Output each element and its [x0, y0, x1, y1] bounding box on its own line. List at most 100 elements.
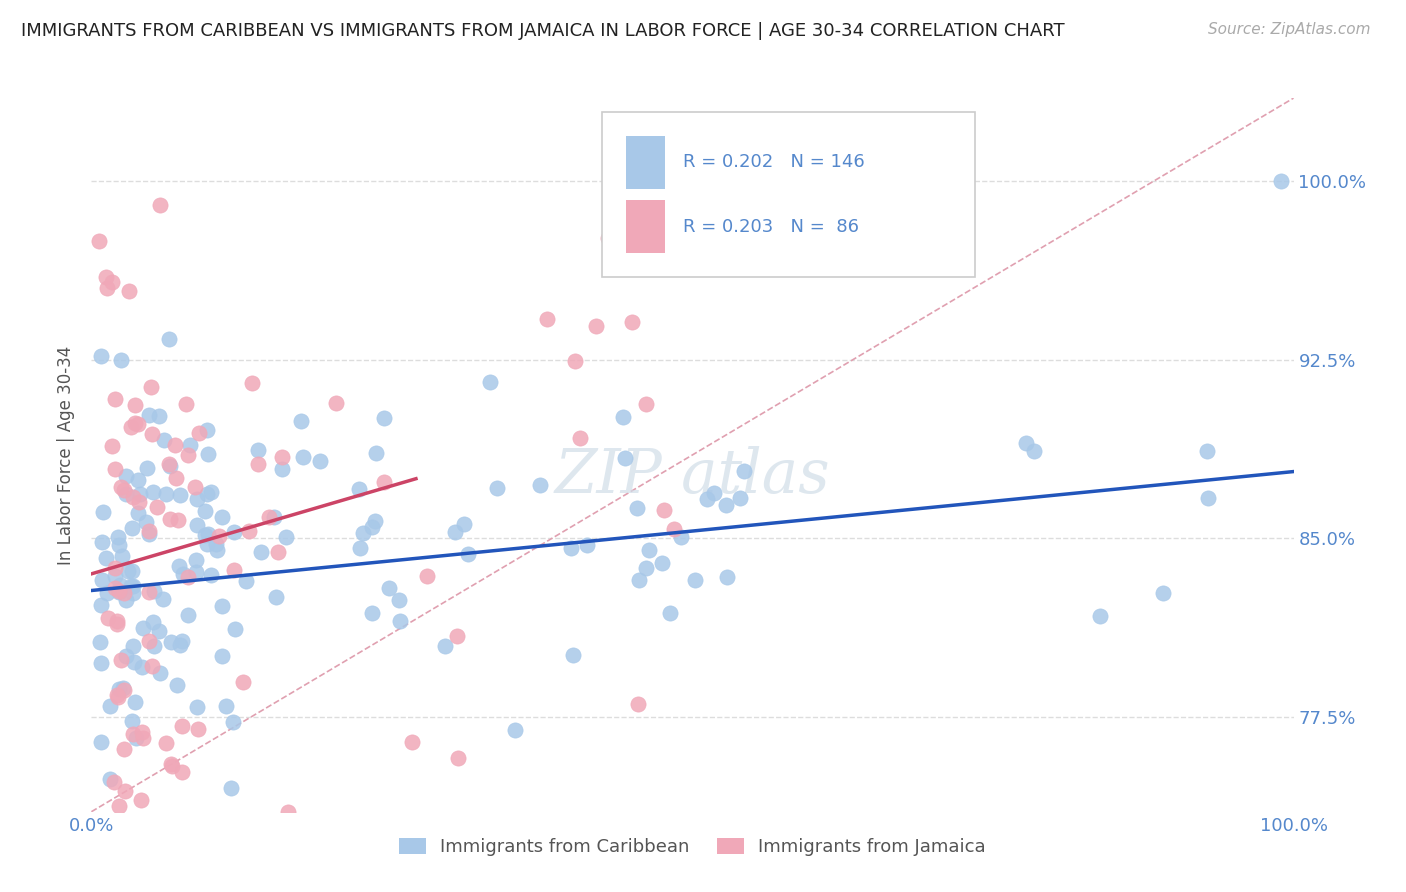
Point — [107, 584, 129, 599]
Point — [184, 480, 207, 494]
Point — [159, 459, 181, 474]
Point — [446, 751, 468, 765]
Point — [169, 639, 191, 653]
Point — [636, 396, 658, 410]
Point — [242, 376, 264, 391]
Point — [194, 504, 217, 518]
Point — [131, 724, 153, 739]
Point — [361, 606, 384, 620]
Point — [222, 563, 245, 577]
Point — [120, 420, 142, 434]
Point — [1197, 491, 1219, 505]
Point — [1270, 174, 1292, 188]
Point — [664, 522, 686, 536]
Point — [165, 471, 187, 485]
Point — [361, 520, 384, 534]
Point — [90, 350, 112, 364]
Point — [276, 805, 298, 819]
Point — [96, 586, 118, 600]
Point — [194, 528, 217, 542]
Point — [91, 535, 114, 549]
Point — [172, 633, 194, 648]
Point — [638, 542, 661, 557]
Point — [138, 408, 160, 422]
Point — [325, 396, 347, 410]
Point — [97, 611, 120, 625]
Point — [148, 624, 170, 638]
Point — [146, 500, 169, 515]
Point — [112, 741, 135, 756]
Point — [224, 622, 246, 636]
Point — [138, 633, 160, 648]
Point — [177, 448, 200, 462]
Point — [105, 617, 128, 632]
Point — [128, 495, 150, 509]
Point — [114, 593, 136, 607]
Point — [112, 585, 135, 599]
FancyBboxPatch shape — [602, 112, 974, 277]
Point — [142, 615, 165, 629]
Point — [728, 491, 751, 506]
Point — [127, 506, 149, 520]
Point — [132, 731, 155, 746]
Point — [122, 586, 145, 600]
Y-axis label: In Labor Force | Age 30-34: In Labor Force | Age 30-34 — [58, 345, 76, 565]
Point — [378, 582, 401, 596]
Point — [204, 537, 226, 551]
Point — [184, 553, 207, 567]
Point — [127, 473, 149, 487]
Point — [131, 660, 153, 674]
Point — [564, 354, 586, 368]
Point — [657, 198, 679, 212]
Point — [264, 591, 287, 605]
Point — [1197, 443, 1219, 458]
Point — [453, 516, 475, 531]
Point — [486, 481, 509, 495]
Point — [733, 464, 755, 478]
Point — [1090, 609, 1112, 624]
Point — [124, 398, 146, 412]
Point — [626, 501, 648, 516]
Point — [219, 780, 242, 795]
Point — [575, 538, 598, 552]
Point — [108, 799, 131, 814]
Point — [160, 635, 183, 649]
Point — [479, 375, 502, 389]
Point — [90, 598, 112, 612]
Point — [101, 275, 124, 289]
Text: Source: ZipAtlas.com: Source: ZipAtlas.com — [1208, 22, 1371, 37]
Point — [669, 530, 692, 544]
Point — [166, 678, 188, 692]
Point — [263, 510, 285, 524]
Point — [103, 775, 125, 789]
Point — [446, 629, 468, 643]
Point — [703, 485, 725, 500]
Point — [170, 719, 193, 733]
Point — [211, 599, 233, 614]
Point — [108, 577, 131, 591]
Point — [152, 592, 174, 607]
Point — [257, 510, 280, 524]
Point — [613, 450, 636, 465]
Point — [347, 482, 370, 496]
Point — [457, 547, 479, 561]
Point — [373, 411, 395, 425]
Point — [174, 397, 197, 411]
Point — [651, 556, 673, 570]
Point — [121, 491, 143, 505]
Point — [125, 731, 148, 746]
Point — [112, 681, 135, 695]
Point — [96, 281, 118, 295]
Point — [1015, 436, 1038, 450]
Point — [200, 485, 222, 500]
Point — [1152, 585, 1174, 599]
Point — [387, 592, 409, 607]
Point — [177, 570, 200, 584]
Point — [568, 431, 591, 445]
Point — [115, 468, 138, 483]
Point — [416, 568, 439, 582]
Point — [107, 690, 129, 705]
Point — [250, 545, 273, 559]
Point — [503, 723, 526, 737]
Point — [443, 525, 465, 540]
